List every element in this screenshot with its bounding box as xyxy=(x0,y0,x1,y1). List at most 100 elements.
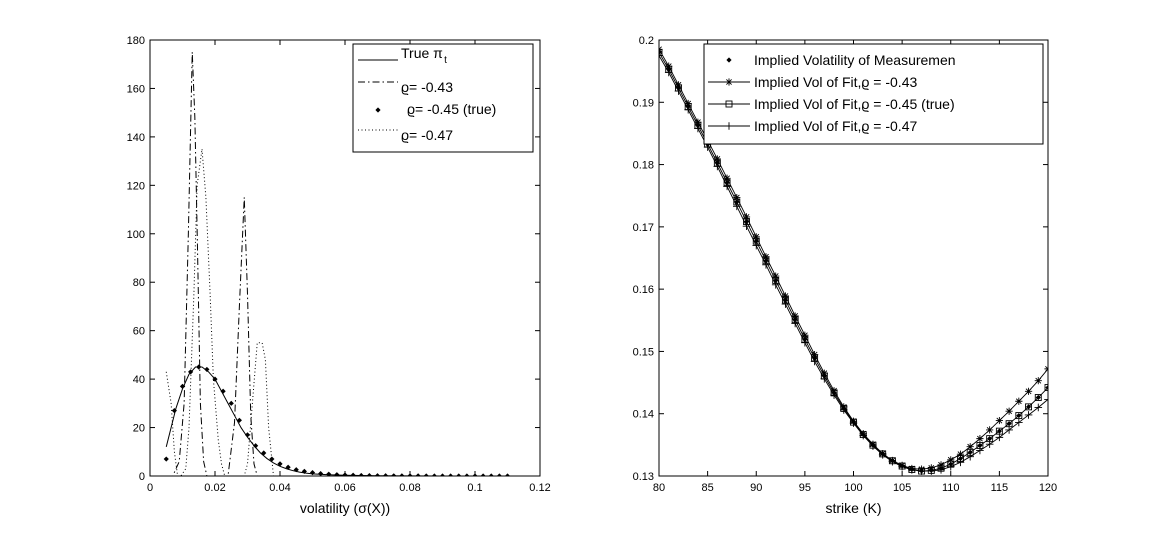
y-tick-label: 0.17 xyxy=(633,222,654,234)
data-point xyxy=(212,376,218,382)
legend-marker xyxy=(726,57,732,63)
data-point xyxy=(431,473,437,476)
data-point xyxy=(269,456,275,462)
data-point xyxy=(762,261,770,269)
data-point xyxy=(839,406,848,414)
data-point xyxy=(439,473,446,476)
data-point xyxy=(374,473,381,476)
data-point xyxy=(917,467,926,475)
data-point xyxy=(733,193,741,202)
legend-box xyxy=(703,43,1044,145)
data-point xyxy=(261,450,267,456)
data-layer xyxy=(659,45,1048,475)
data-point xyxy=(801,338,809,347)
data-point xyxy=(742,222,751,231)
data-point xyxy=(1015,412,1023,420)
legend: Implied Volatility of Measuremen Implied … xyxy=(703,43,1044,145)
data-point xyxy=(723,182,731,191)
data-point xyxy=(752,241,761,250)
data-point xyxy=(423,473,429,476)
x-axis-label: volatility (σ(X)) xyxy=(300,500,390,516)
legend-label: Implied Vol of Fit,ϱ = -0.43 xyxy=(754,74,917,90)
x-tick-label: 95 xyxy=(799,482,811,494)
series-4 xyxy=(165,148,508,476)
data-point xyxy=(285,464,291,470)
y-tick-label: 20 xyxy=(133,423,145,435)
x-tick-label: 0.06 xyxy=(334,482,355,494)
data-point xyxy=(1034,403,1043,412)
legend-label: ϱ= -0.45 (true) xyxy=(407,101,496,117)
legend-subscript: t xyxy=(444,55,447,66)
data-point xyxy=(966,443,974,451)
data-point xyxy=(391,473,397,476)
data-point xyxy=(1034,394,1042,401)
y-tick-label: 40 xyxy=(133,374,145,386)
data-point xyxy=(383,473,389,476)
series-4 xyxy=(659,51,1048,475)
data-point xyxy=(415,473,421,476)
y-tick-label: 0.18 xyxy=(633,160,654,172)
data-point xyxy=(878,451,887,459)
x-tick-label: 105 xyxy=(893,482,911,494)
x-tick-label: 100 xyxy=(844,482,862,494)
data-point xyxy=(956,458,965,467)
data-point xyxy=(1015,397,1023,405)
data-point xyxy=(810,357,819,366)
data-point xyxy=(985,440,994,449)
data-point xyxy=(407,473,413,476)
legend-marker xyxy=(725,100,733,108)
data-point xyxy=(1024,387,1033,395)
data-point xyxy=(236,417,242,423)
legend-label: ϱ= -0.43 xyxy=(401,79,453,95)
y-tick-label: 100 xyxy=(127,229,145,241)
data-point xyxy=(801,331,809,339)
data-point xyxy=(995,433,1004,442)
legend-box xyxy=(352,43,534,153)
legend-label: ϱ= -0.47 xyxy=(401,127,453,143)
data-point xyxy=(762,253,770,261)
data-point xyxy=(488,473,494,476)
data-point xyxy=(277,461,283,467)
data-point xyxy=(713,155,721,163)
legend-label: True π xyxy=(401,45,443,61)
chart-panel-1: 0 0.02 0.04 0.06 0.08 0.1 0.12 0 20 40 60 80 100 120 1… xyxy=(127,35,551,516)
series-2 xyxy=(166,52,508,476)
data-point xyxy=(781,300,790,308)
legend-label: Implied Vol of Fit,ϱ = -0.45 (true) xyxy=(754,96,955,112)
series-line xyxy=(165,148,508,476)
data-point xyxy=(244,432,251,438)
data-point xyxy=(742,213,751,221)
series-line xyxy=(166,52,508,476)
data-point xyxy=(898,462,906,471)
data-point xyxy=(163,456,169,462)
data-point xyxy=(464,473,470,476)
data-point xyxy=(1044,384,1048,392)
data-point xyxy=(674,87,683,95)
data-point xyxy=(966,452,974,461)
data-point xyxy=(496,473,502,476)
data-point xyxy=(301,468,307,474)
data-point xyxy=(334,472,340,476)
x-tick-label: 0.12 xyxy=(529,482,550,494)
data-point xyxy=(326,471,332,476)
data-point xyxy=(1015,418,1023,427)
data-point xyxy=(947,456,955,464)
data-point xyxy=(995,416,1003,425)
data-point xyxy=(771,280,780,289)
x-tick-label: 80 xyxy=(653,482,665,494)
data-point xyxy=(318,470,324,476)
data-point xyxy=(1044,395,1048,404)
data-point xyxy=(480,473,486,476)
x-tick-label: 0.04 xyxy=(269,482,290,494)
x-tick-label: 0 xyxy=(147,482,153,494)
y-tick-label: 0.16 xyxy=(633,284,654,296)
y-tick-label: 0.13 xyxy=(633,471,654,483)
data-point xyxy=(723,174,731,182)
data-point xyxy=(859,431,868,440)
data-point xyxy=(366,473,372,476)
x-tick-label: 90 xyxy=(750,482,762,494)
data-point xyxy=(342,472,348,476)
legend-marker xyxy=(725,122,733,130)
legend-label: Implied Volatility of Measuremen xyxy=(754,52,956,68)
